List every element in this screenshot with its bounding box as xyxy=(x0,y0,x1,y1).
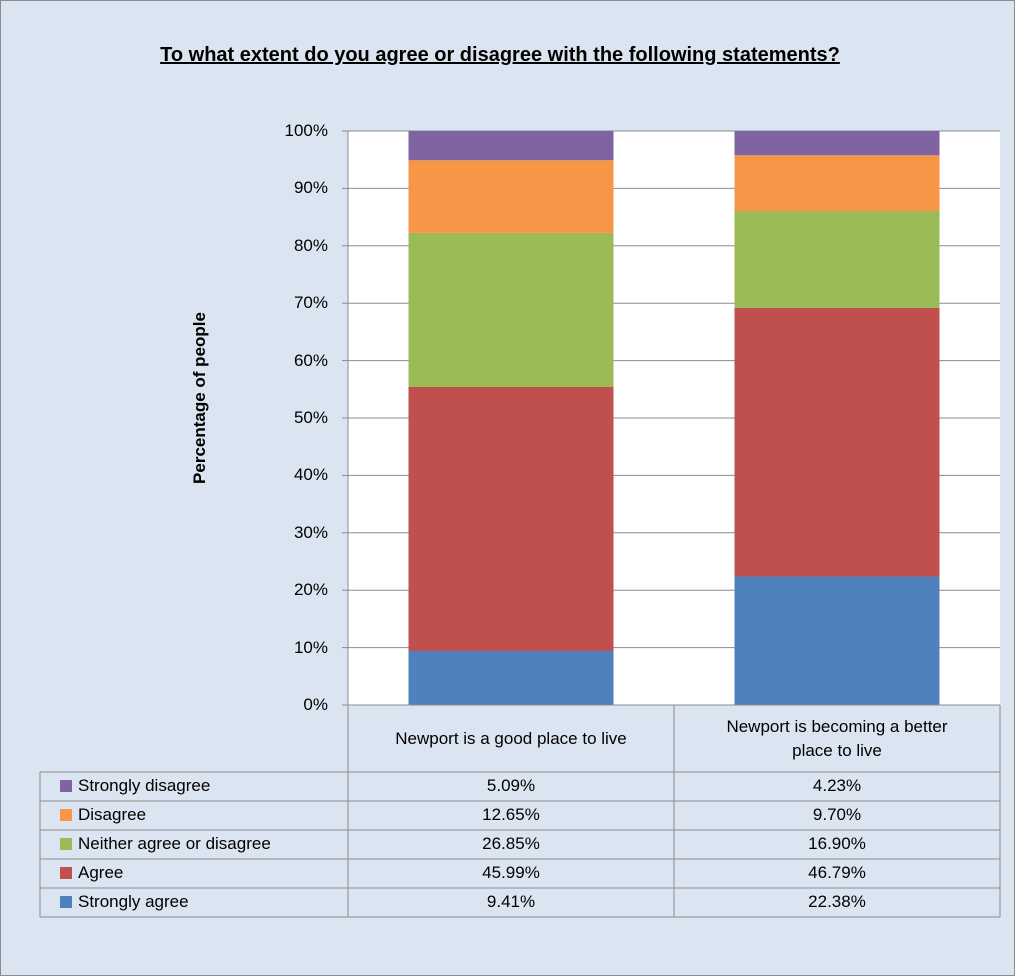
bar-segment xyxy=(408,160,614,233)
legend-entry: Neither agree or disagree xyxy=(60,830,350,858)
y-tick-label: 20% xyxy=(293,580,328,600)
bar-segment xyxy=(734,210,940,308)
y-tick-label: 30% xyxy=(293,522,328,542)
bar-segment xyxy=(734,131,940,156)
y-tick-label: 0% xyxy=(303,695,328,714)
y-tick-label: 70% xyxy=(293,293,328,313)
legend-label: Agree xyxy=(78,863,124,882)
legend-swatch xyxy=(60,780,72,792)
y-tick-label: 40% xyxy=(293,465,328,485)
y-tick-label: 50% xyxy=(293,408,328,427)
data-label: 5.09% xyxy=(486,776,536,795)
bar-segment xyxy=(734,155,940,211)
data-label: 22.38% xyxy=(808,892,866,911)
legend-entry: Agree xyxy=(60,859,350,887)
y-tick-label: 60% xyxy=(293,350,328,370)
legend-swatch xyxy=(60,867,72,879)
legend-entry: Disagree xyxy=(60,801,350,829)
data-label: 45.99% xyxy=(482,863,540,882)
data-label: 9.70% xyxy=(812,805,862,824)
category-label: Newport is becoming a better place to li… xyxy=(726,717,948,760)
category-label: Newport is a good place to live xyxy=(395,729,627,748)
data-label: 46.79% xyxy=(808,863,866,882)
y-tick-label: 10% xyxy=(293,637,328,657)
legend-swatch xyxy=(60,896,72,908)
legend-swatch xyxy=(60,809,72,821)
data-label: 16.90% xyxy=(808,834,866,853)
chart-title: To what extent do you agree or disagree … xyxy=(160,44,840,66)
legend-entry: Strongly agree xyxy=(60,888,350,916)
data-label: 4.23% xyxy=(812,776,862,795)
y-tick-label: 100% xyxy=(284,121,328,140)
bar-segment xyxy=(734,576,940,705)
y-axis-label: Percentage of people xyxy=(190,312,209,484)
bar-segment xyxy=(734,307,940,577)
legend-label: Strongly disagree xyxy=(78,776,211,795)
legend-swatch xyxy=(60,838,72,850)
bar-segment xyxy=(408,131,614,161)
y-tick-label: 90% xyxy=(293,178,328,198)
data-label: 26.85% xyxy=(482,834,540,853)
bar-segment xyxy=(408,232,614,388)
data-label: 12.65% xyxy=(482,805,540,824)
data-label: 9.41% xyxy=(486,892,536,911)
bar-segment xyxy=(408,387,614,651)
legend-label: Neither agree or disagree xyxy=(78,834,271,853)
legend-entry: Strongly disagree xyxy=(60,772,350,800)
y-tick-label: 80% xyxy=(293,235,328,255)
bar-segment xyxy=(408,650,614,705)
legend-label: Strongly agree xyxy=(78,892,189,911)
legend-label: Disagree xyxy=(78,805,147,824)
